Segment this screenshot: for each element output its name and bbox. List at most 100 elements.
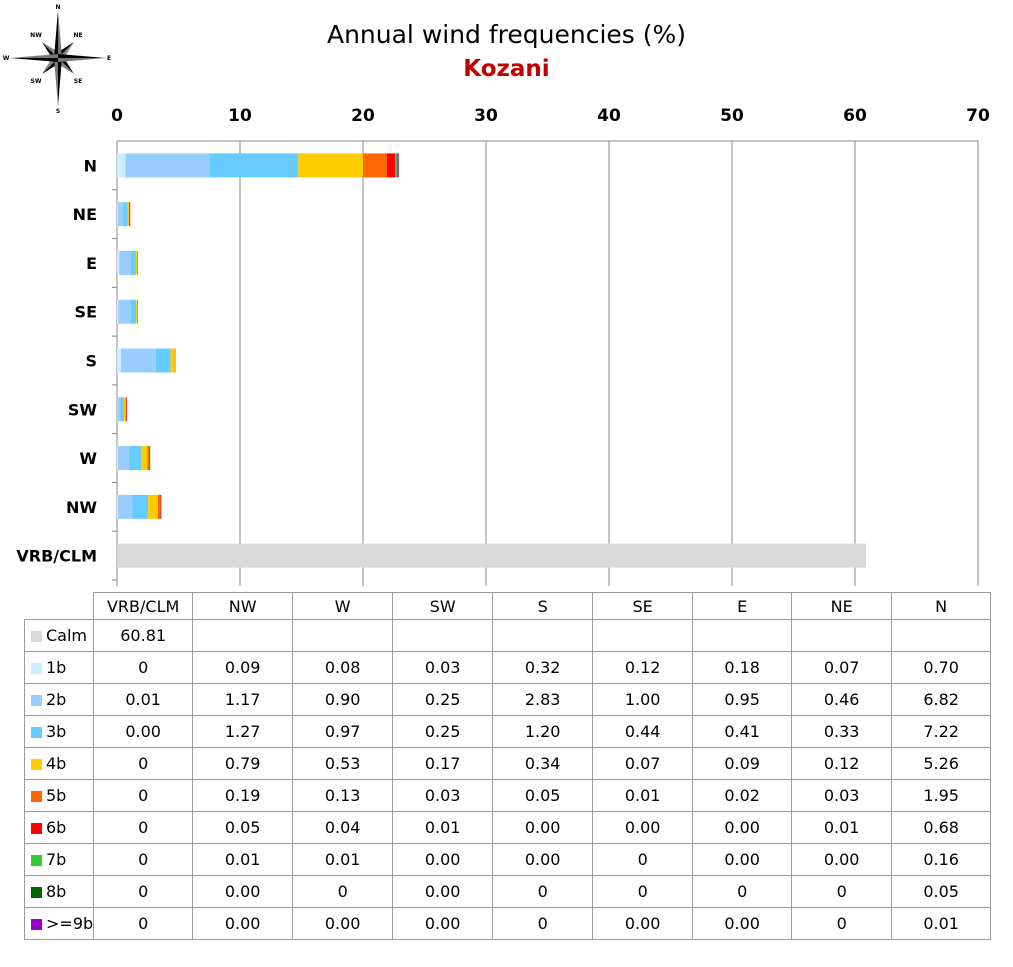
table-cell: 0.01	[93, 683, 194, 716]
legend-entry: 1b	[23, 651, 95, 684]
compass-label-ne: NE	[73, 32, 82, 39]
table-cell: 0.16	[891, 843, 992, 876]
table-cell: 1.27	[192, 715, 294, 748]
x-tick-label: 10	[228, 106, 252, 126]
bar-segment	[170, 348, 175, 373]
table-column-header: E	[692, 592, 793, 620]
legend-swatch	[31, 791, 42, 802]
table-cell: 0	[692, 875, 793, 908]
legend-swatch	[31, 663, 42, 674]
table-cell: 0.02	[692, 779, 793, 812]
table-cell: 0.90	[292, 683, 394, 716]
table-cell: 0.19	[192, 779, 294, 812]
table-cell: 0.12	[791, 747, 893, 780]
table-cell: 0.00	[492, 843, 594, 876]
x-tick-label: 40	[597, 106, 621, 126]
table-column-header: NE	[791, 592, 893, 620]
table-cell: 0.00	[692, 811, 793, 844]
table-cell	[192, 619, 294, 652]
legend-swatch	[31, 855, 42, 866]
x-tick-label: 70	[966, 106, 990, 126]
legend-label: 8b	[46, 882, 67, 901]
table-cell: 0.00	[392, 875, 494, 908]
x-tick-label: 0	[111, 106, 123, 126]
legend-label: 5b	[46, 786, 67, 805]
bar-segment	[397, 153, 399, 178]
table-cell: 0.03	[392, 779, 494, 812]
bar-segment	[120, 397, 124, 422]
legend-entry: 8b	[23, 875, 95, 908]
table-column-header: SW	[392, 592, 494, 620]
table-row: 7b 0 0.01 0.01 0.00 0.00 0 0.00 0.00 0.16	[23, 843, 992, 876]
table-row: Calm 60.81	[23, 619, 992, 652]
legend-label: 3b	[46, 722, 67, 741]
legend-entry: Calm	[23, 619, 95, 652]
table-cell: 0	[93, 811, 194, 844]
table-row: 5b 0 0.19 0.13 0.03 0.05 0.01 0.02 0.03 1.95	[23, 779, 992, 812]
legend-entry: >=9b	[23, 907, 95, 940]
table-cell: 0.05	[192, 811, 294, 844]
table-corner	[24, 592, 95, 620]
table-cell: 0.00	[592, 811, 694, 844]
table-row: 4b 0 0.79 0.53 0.17 0.34 0.07 0.09 0.12 5.26	[23, 747, 992, 780]
table-cell: 0	[791, 907, 893, 940]
bar-segment	[137, 250, 138, 275]
bar-segment	[395, 153, 398, 178]
table-cell	[492, 619, 594, 652]
table-cell: 0.01	[292, 843, 394, 876]
table-cell: 0.33	[791, 715, 893, 748]
bar-segment	[148, 494, 158, 519]
bar-segment	[117, 494, 119, 519]
compass-label-s: S	[56, 108, 60, 114]
legend-entry: 4b	[23, 747, 95, 780]
table-cell: 0.01	[891, 907, 992, 940]
table-cell: 0.01	[192, 843, 294, 876]
bar-segment	[157, 494, 161, 519]
bar-segment	[117, 397, 121, 422]
table-row: 1b 0 0.09 0.08 0.03 0.32 0.12 0.18 0.07 0.70	[23, 651, 992, 684]
table-cell: 0.07	[791, 651, 893, 684]
table-cell: 0.53	[292, 747, 394, 780]
bar-segment	[149, 446, 150, 471]
table-cell: 0.18	[692, 651, 793, 684]
table-column-header: SE	[592, 592, 694, 620]
table-cell: 1.95	[891, 779, 992, 812]
table-cell: 0.03	[392, 651, 494, 684]
table-cell: 6.82	[891, 683, 992, 716]
chart-title: Annual wind frequencies (%)	[326, 20, 687, 49]
bar-segment	[363, 153, 387, 178]
bar-segment	[147, 446, 150, 471]
bar-segment	[386, 153, 396, 178]
category-label: W	[79, 449, 97, 468]
table-cell: 1.17	[192, 683, 294, 716]
category-label: SW	[68, 400, 98, 419]
legend-label: 2b	[46, 690, 67, 709]
legend-entry: 3b	[23, 715, 95, 748]
table-cell: 0	[93, 779, 194, 812]
bar-segment	[298, 153, 363, 178]
bar-segment	[132, 494, 149, 519]
bar-segment	[118, 494, 133, 519]
bar-segment	[117, 202, 124, 227]
legend-swatch	[31, 695, 42, 706]
table-row: 8b 0 0.00 0 0.00 0 0 0 0 0.05	[23, 875, 992, 908]
bar-segment	[130, 250, 136, 275]
category-label: SE	[75, 303, 97, 322]
compass-rose-icon: N NE E SE S SW W NW	[3, 4, 111, 114]
table-cell: 0.79	[192, 747, 294, 780]
bar-segment	[117, 153, 126, 178]
table-cell: 0.95	[692, 683, 793, 716]
legend-entry: 5b	[23, 779, 95, 812]
table-cell: 0	[592, 843, 694, 876]
table-cell	[791, 619, 893, 652]
legend-swatch	[31, 823, 42, 834]
table-cell: 0.44	[592, 715, 694, 748]
table-cell: 0.25	[392, 715, 494, 748]
wind-frequency-table: VRB/CLM NW W SW S SE E NE N Calm 60.81 1b 0 0.09 0.08…	[23, 592, 992, 940]
bar-segment	[117, 543, 865, 568]
table-cell: 5.26	[891, 747, 992, 780]
chart-subtitle: Kozani	[463, 56, 550, 82]
legend-label: 4b	[46, 754, 67, 773]
legend-swatch	[31, 727, 42, 738]
table-cell: 0.12	[592, 651, 694, 684]
